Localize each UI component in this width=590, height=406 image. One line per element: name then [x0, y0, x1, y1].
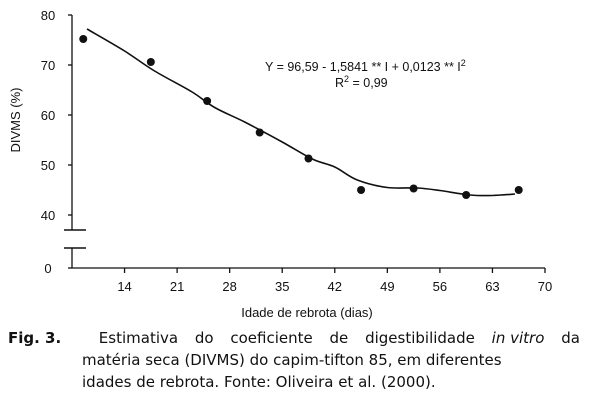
x-tick-label: 21 [170, 279, 184, 294]
y-tick-label: 40 [41, 208, 55, 223]
y-axis-label: DIVMS (%) [8, 88, 23, 153]
caption-line-3: idades de rebrota. Fonte: Oliveira et al… [82, 373, 436, 391]
y-tick-label: 80 [41, 8, 55, 23]
equation-annotation: Y = 96,59 - 1,5841 ** I + 0,0123 ** I2 R… [265, 58, 466, 90]
x-tick-label: 42 [328, 279, 342, 294]
figure-caption: Fig. 3. Estimativa do coeficiente de dig… [8, 327, 580, 393]
data-points [79, 35, 523, 199]
equation-main: Y = 96,59 - 1,5841 ** I + 0,0123 ** I [265, 60, 461, 74]
y-tick-label: 60 [41, 108, 55, 123]
caption-word: de [329, 329, 349, 347]
data-point [255, 128, 264, 137]
caption-italic: in vitro [491, 329, 545, 347]
svg-text:R2 = 0,99: R2 = 0,99 [335, 74, 388, 90]
y-ticks: 40 50 60 70 80 [41, 8, 72, 223]
regression-curve [86, 28, 516, 197]
x-ticks: 14 21 28 35 42 49 56 63 70 [117, 268, 552, 294]
caption-word: coeficiente [230, 329, 313, 347]
data-point [409, 184, 418, 193]
caption-word: digestibilidade [365, 329, 475, 347]
divms-chart: 0 40 50 60 70 80 14 21 28 35 42 49 56 63 70 DIVMS (%… [8, 8, 552, 320]
r2-exponent: 2 [344, 74, 349, 84]
data-point [304, 154, 313, 163]
data-point [462, 191, 471, 199]
caption-line-2: matéria seca (DIVMS) do capim-tifton 85,… [82, 351, 502, 369]
r2-value: = 0,99 [349, 76, 388, 90]
caption-word: da [561, 329, 580, 347]
x-tick-label: 70 [538, 279, 552, 294]
data-point [203, 97, 212, 105]
svg-text:Y = 96,59 - 1,5841 ** I + 0,0: Y = 96,59 - 1,5841 ** I + 0,0123 ** I2 [265, 58, 466, 74]
x-axis-label: Idade de rebrota (dias) [241, 305, 373, 320]
equation-exponent: 2 [461, 58, 466, 68]
caption-line-1: Fig. 3. Estimativa do coeficiente de dig… [8, 327, 580, 349]
x-tick-label: 56 [433, 279, 447, 294]
y-tick-label: 50 [41, 158, 55, 173]
data-point [146, 58, 155, 66]
y-axis: 0 [44, 15, 86, 276]
data-point [79, 35, 88, 43]
y-zero-label: 0 [44, 261, 51, 276]
caption-word: do [194, 329, 214, 347]
r2-label: R [335, 76, 344, 90]
caption-word: Estimativa [98, 329, 179, 347]
x-tick-label: 28 [222, 279, 236, 294]
data-point [357, 186, 366, 194]
caption-label: Fig. 3. [8, 329, 62, 347]
x-tick-label: 63 [485, 279, 499, 294]
x-tick-label: 35 [275, 279, 289, 294]
data-point [514, 186, 523, 194]
x-tick-label: 14 [117, 279, 131, 294]
y-tick-label: 70 [41, 58, 55, 73]
x-tick-label: 49 [380, 279, 394, 294]
